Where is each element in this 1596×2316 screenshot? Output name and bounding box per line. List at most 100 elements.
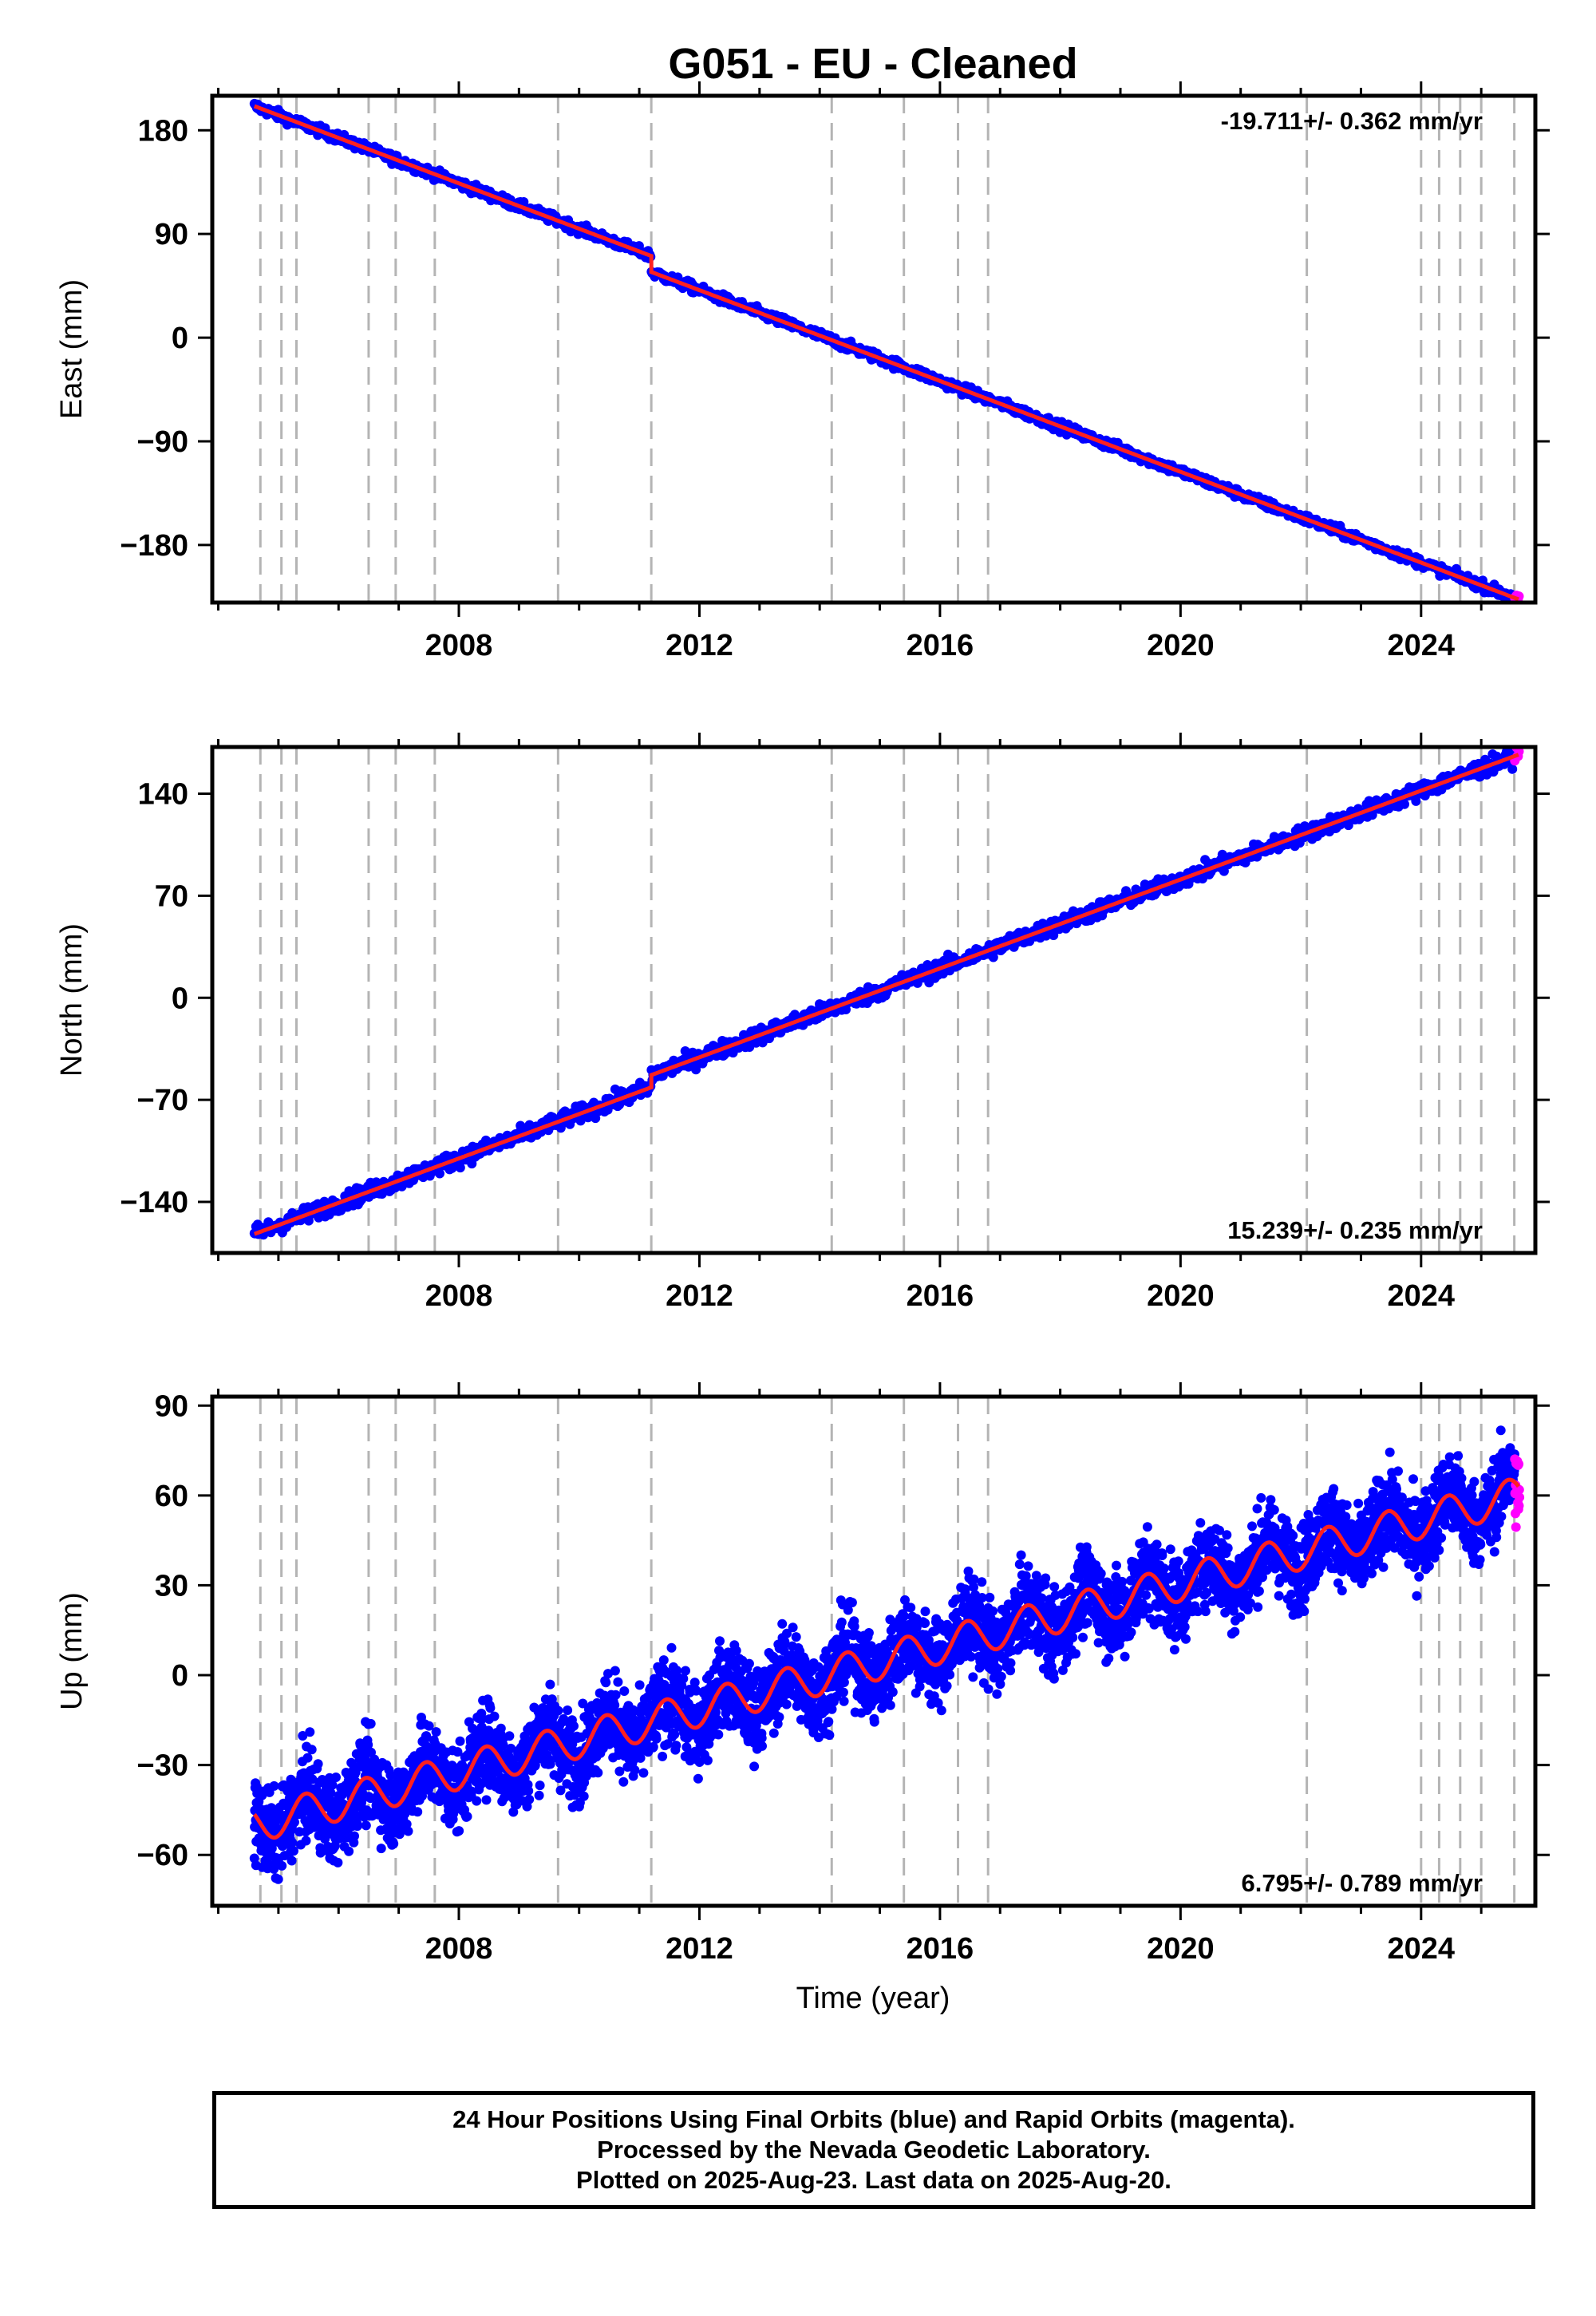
final-orbit-point — [630, 1765, 640, 1775]
final-orbit-point — [287, 1837, 298, 1848]
final-orbit-point — [553, 1705, 563, 1716]
final-orbit-point — [988, 952, 998, 962]
y-tick-label: 0 — [172, 322, 188, 355]
final-orbit-point — [385, 1770, 396, 1780]
y-tick-label: 0 — [172, 982, 188, 1015]
final-orbit-point — [289, 1846, 298, 1856]
final-orbit-point — [593, 1768, 603, 1778]
final-orbit-point — [306, 1745, 317, 1755]
rate-label: 15.239+/- 0.235 mm/yr — [1227, 1216, 1483, 1244]
y-tick-label: 180 — [138, 114, 188, 148]
y-tick-label: 90 — [155, 218, 188, 251]
final-orbit-point — [472, 1796, 482, 1806]
final-orbit-point — [455, 1736, 465, 1746]
x-tick-label: 2012 — [666, 1279, 733, 1313]
final-orbit-point — [273, 1874, 283, 1884]
final-orbit-point — [269, 1780, 279, 1791]
final-orbit-point — [671, 1741, 681, 1751]
final-orbit-point — [610, 1700, 620, 1710]
final-orbit-point — [455, 1163, 465, 1173]
x-tick-label: 2012 — [666, 629, 733, 662]
final-orbit-point — [613, 1677, 623, 1687]
final-orbit-point — [1367, 810, 1377, 820]
y-axis-label: North (mm) — [55, 923, 89, 1077]
final-orbit-point — [352, 1821, 362, 1832]
final-orbit-point — [277, 1860, 287, 1871]
final-orbit-point — [394, 1829, 405, 1840]
final-orbit-point — [504, 1731, 515, 1741]
x-tick-label: 2008 — [425, 629, 493, 662]
final-orbit-point — [691, 1065, 701, 1075]
final-orbit-point — [435, 1168, 444, 1179]
final-orbit-point — [563, 1705, 573, 1715]
final-orbit-point — [338, 1789, 348, 1800]
final-orbit-point — [489, 1711, 500, 1721]
x-tick-label: 2020 — [1147, 1279, 1215, 1313]
final-orbit-point — [702, 1755, 713, 1765]
plot-frame — [210, 93, 1538, 605]
final-orbit-point — [417, 1791, 427, 1801]
final-orbit-point — [326, 1788, 336, 1798]
final-orbit-point — [610, 1666, 620, 1676]
final-orbit-point — [369, 1754, 380, 1765]
final-orbit-point — [693, 1773, 703, 1784]
final-orbit-point — [431, 1727, 441, 1737]
rate-label: -19.711+/- 0.362 mm/yr — [1221, 107, 1483, 135]
final-orbit-point — [344, 1846, 354, 1856]
final-orbit-point — [365, 1793, 376, 1804]
final-orbit-point — [1400, 799, 1409, 809]
final-orbit-point — [713, 1729, 724, 1740]
final-orbit-point — [421, 1731, 432, 1741]
final-orbit-point — [376, 1844, 386, 1854]
final-orbit-point — [610, 1690, 621, 1700]
final-orbit-point — [301, 1836, 311, 1846]
figure-title: G051 - EU - Cleaned — [668, 40, 1077, 88]
final-orbit-point — [648, 1741, 658, 1752]
final-orbit-point — [569, 1721, 579, 1731]
y-tick-label: −70 — [137, 1084, 188, 1117]
final-orbit-point — [365, 1718, 376, 1729]
y-tick-label: −180 — [120, 529, 188, 563]
final-orbit-point — [658, 1655, 669, 1666]
final-orbit-point — [658, 1751, 668, 1761]
final-orbit-point — [462, 1812, 472, 1822]
final-orbit-point — [330, 1840, 340, 1851]
final-orbit-point — [634, 1680, 645, 1690]
final-orbit-point — [601, 1678, 611, 1688]
final-orbit-point — [535, 1780, 545, 1791]
final-orbit-point — [363, 1740, 373, 1750]
final-orbit-point — [481, 1795, 492, 1805]
final-orbit-point — [313, 1759, 323, 1769]
final-orbit-point — [333, 1857, 343, 1867]
final-orbit-point — [290, 1817, 299, 1828]
final-orbit-point — [523, 1786, 534, 1796]
final-orbit-point — [1507, 764, 1518, 774]
final-orbit-point — [681, 1666, 690, 1676]
final-orbit-point — [305, 1727, 315, 1737]
final-orbit-point — [618, 1777, 629, 1787]
final-orbit-point — [389, 1839, 399, 1849]
final-orbit-point — [619, 1686, 630, 1696]
final-orbit-point — [361, 1820, 371, 1831]
y-tick-label: 140 — [138, 777, 188, 811]
y-tick-label: 70 — [155, 879, 188, 913]
final-orbit-point — [638, 1768, 649, 1778]
final-orbit-point — [496, 1723, 506, 1733]
y-tick-label: −140 — [120, 1186, 188, 1219]
final-orbit-point — [350, 1831, 359, 1841]
final-orbit-point — [298, 1731, 308, 1741]
final-orbit-point — [454, 1826, 464, 1836]
final-orbit-point — [286, 1856, 297, 1866]
final-orbit-point — [545, 1679, 555, 1690]
x-tick-label: 2016 — [907, 1279, 974, 1313]
final-orbit-point — [327, 1780, 338, 1790]
x-tick-label: 2008 — [425, 1279, 493, 1313]
final-orbit-point — [331, 1773, 341, 1782]
final-orbit-point — [403, 1826, 413, 1836]
model-fit-line — [254, 753, 1519, 1236]
x-tick-label: 2024 — [1388, 1279, 1456, 1313]
x-tick-label: 2024 — [1388, 629, 1456, 662]
data-points — [249, 1425, 1525, 1884]
